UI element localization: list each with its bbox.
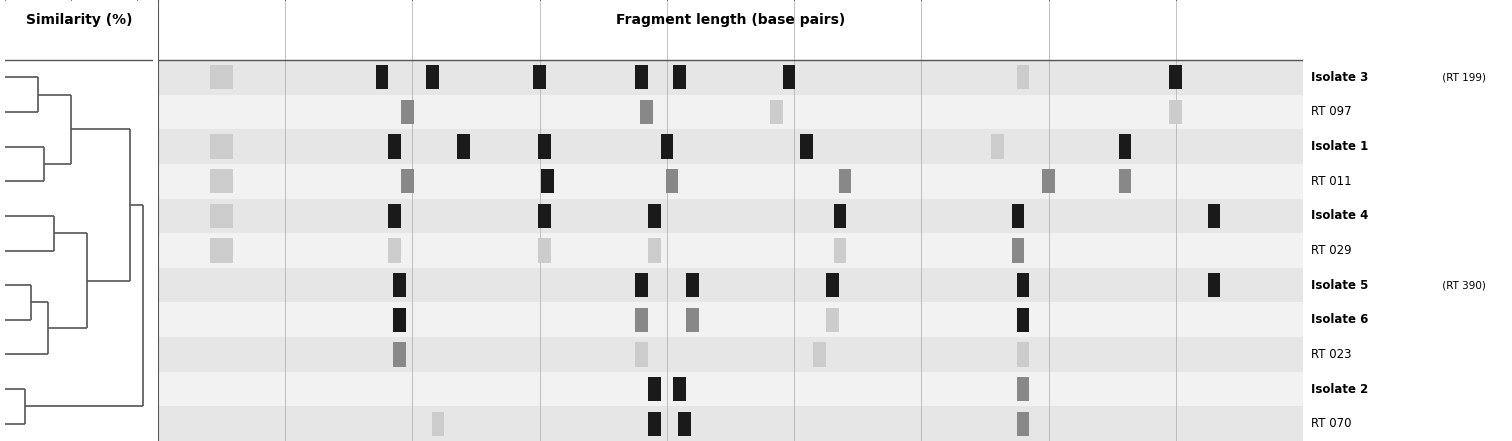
Bar	[1012, 239, 1025, 263]
Bar	[393, 308, 407, 332]
Text: Isolate 2: Isolate 2	[1311, 382, 1368, 396]
Bar	[1169, 65, 1182, 90]
Bar	[647, 377, 661, 401]
Bar	[1016, 273, 1030, 297]
Text: Isolate 1: Isolate 1	[1311, 140, 1368, 153]
Text: RT 097: RT 097	[1311, 105, 1352, 119]
Bar	[635, 342, 647, 366]
Bar	[393, 342, 407, 366]
Bar	[157, 303, 1303, 337]
Bar	[992, 135, 1004, 159]
Bar	[665, 169, 679, 193]
Bar	[1042, 169, 1055, 193]
Bar	[389, 239, 401, 263]
Bar	[686, 273, 699, 297]
Bar	[210, 239, 233, 263]
Bar	[401, 100, 414, 124]
Bar	[635, 273, 647, 297]
Bar	[647, 239, 661, 263]
Bar	[210, 65, 233, 90]
Bar	[647, 204, 661, 228]
Bar	[1208, 273, 1220, 297]
Bar	[826, 273, 839, 297]
Bar	[534, 65, 546, 90]
Bar	[1016, 342, 1030, 366]
Text: Isolate 4: Isolate 4	[1311, 209, 1368, 222]
Bar	[1169, 100, 1182, 124]
Bar	[157, 337, 1303, 372]
Bar	[1016, 377, 1030, 401]
Bar	[541, 169, 553, 193]
Text: RT 023: RT 023	[1311, 348, 1352, 361]
Bar	[389, 204, 401, 228]
Bar	[157, 164, 1303, 198]
Bar	[770, 100, 783, 124]
Bar	[813, 342, 826, 366]
Bar	[1016, 411, 1030, 436]
Bar	[157, 60, 1303, 95]
Bar	[1012, 204, 1025, 228]
Text: Similarity (%): Similarity (%)	[26, 13, 132, 27]
Bar	[210, 204, 233, 228]
Bar	[210, 135, 233, 159]
Bar	[833, 239, 847, 263]
Bar	[635, 308, 647, 332]
Bar	[157, 406, 1303, 441]
Bar	[375, 65, 389, 90]
Bar	[538, 239, 550, 263]
Text: Isolate 5: Isolate 5	[1311, 279, 1368, 292]
Bar	[839, 169, 851, 193]
Bar	[833, 204, 847, 228]
Bar	[679, 411, 691, 436]
Bar	[157, 129, 1303, 164]
Bar	[686, 308, 699, 332]
Bar	[457, 135, 470, 159]
Text: RT 029: RT 029	[1311, 244, 1352, 257]
Bar	[673, 377, 686, 401]
Bar	[157, 198, 1303, 233]
Bar	[401, 169, 414, 193]
Text: Isolate 3: Isolate 3	[1311, 71, 1368, 84]
Bar	[1119, 169, 1131, 193]
Text: Isolate 6: Isolate 6	[1311, 313, 1368, 326]
Bar	[800, 135, 813, 159]
Bar	[783, 65, 795, 90]
Text: RT 011: RT 011	[1311, 175, 1352, 188]
Bar	[647, 411, 661, 436]
Bar	[210, 169, 233, 193]
Bar	[661, 135, 673, 159]
Bar	[393, 273, 407, 297]
Bar	[673, 65, 686, 90]
Bar	[1208, 204, 1220, 228]
Bar	[635, 65, 647, 90]
Bar	[431, 411, 445, 436]
Bar	[426, 65, 438, 90]
Text: (RT 390): (RT 390)	[1439, 280, 1486, 290]
Text: RT 070: RT 070	[1311, 417, 1352, 430]
Bar	[826, 308, 839, 332]
Bar	[1119, 135, 1131, 159]
Bar	[157, 95, 1303, 129]
Bar	[1016, 308, 1030, 332]
Bar	[640, 100, 653, 124]
Bar	[157, 372, 1303, 406]
Bar	[389, 135, 401, 159]
Bar	[538, 135, 550, 159]
Bar	[157, 268, 1303, 303]
Text: (RT 199): (RT 199)	[1439, 72, 1486, 82]
Bar	[1016, 65, 1030, 90]
Bar	[538, 204, 550, 228]
Text: Fragment length (base pairs): Fragment length (base pairs)	[615, 13, 845, 27]
Bar	[157, 233, 1303, 268]
